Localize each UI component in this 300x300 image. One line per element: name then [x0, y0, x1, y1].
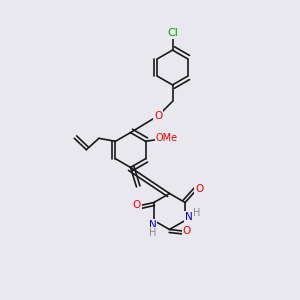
Text: N: N [148, 220, 156, 230]
Text: O: O [183, 226, 191, 236]
Text: H: H [149, 228, 156, 238]
Text: O: O [195, 184, 204, 194]
Text: N: N [185, 212, 193, 222]
Text: O: O [132, 200, 141, 211]
Text: O: O [154, 111, 162, 121]
Text: Cl: Cl [167, 28, 178, 38]
Text: OMe: OMe [155, 133, 178, 143]
Text: H: H [193, 208, 200, 218]
